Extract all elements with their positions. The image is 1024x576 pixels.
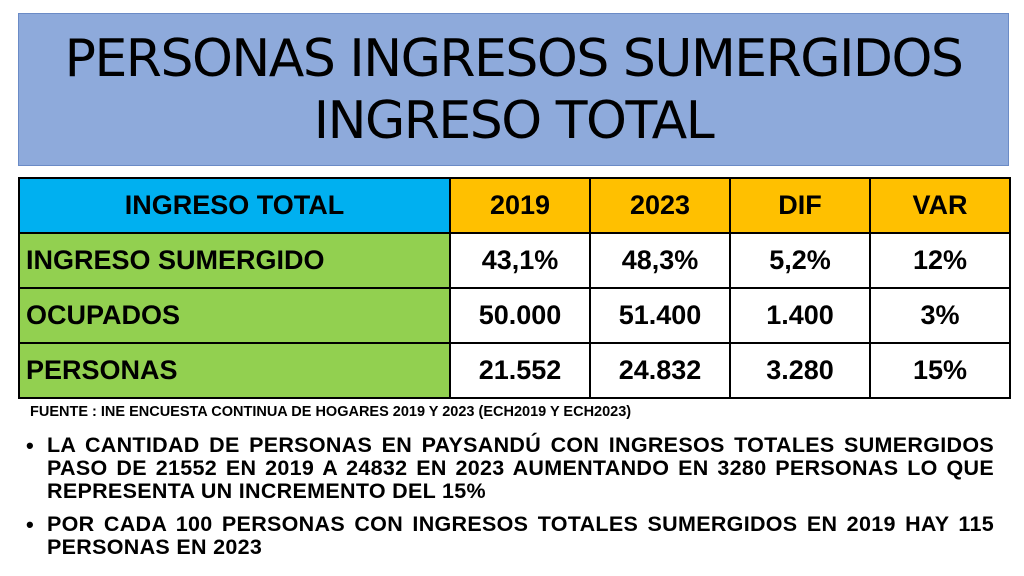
header-var: VAR [869,177,1011,234]
title-line-2: INGRESO TOTAL [313,90,715,151]
cell-2019: 21.552 [449,342,591,399]
header-2019: 2019 [449,177,591,234]
cell-2023: 51.400 [589,287,731,344]
row-label-ocupados: OCUPADOS [18,287,451,344]
header-dif: DIF [729,177,871,234]
cell-var: 3% [869,287,1011,344]
table-row: INGRESO SUMERGIDO 43,1% 48,3% 5,2% 12% [18,232,1011,289]
cell-dif: 5,2% [729,232,871,289]
title-line-1: PERSONAS INGRESOS SUMERGIDOS [64,28,964,89]
table-header-row: INGRESO TOTAL 2019 2023 DIF VAR [18,177,1011,234]
cell-var: 12% [869,232,1011,289]
bullet-text: POR CADA 100 PERSONAS CON INGRESOS TOTAL… [47,512,994,559]
source-note: FUENTE : INE ENCUESTA CONTINUA DE HOGARE… [30,404,632,420]
header-2023: 2023 [589,177,731,234]
bullet-text: LA CANTIDAD DE PERSONAS EN PAYSANDÚ CON … [47,433,994,503]
cell-2023: 24.832 [589,342,731,399]
bullet-list: • LA CANTIDAD DE PERSONAS EN PAYSANDÚ CO… [26,434,994,569]
cell-dif: 1.400 [729,287,871,344]
table-row: OCUPADOS 50.000 51.400 1.400 3% [18,287,1011,344]
cell-2019: 43,1% [449,232,591,289]
list-item: • POR CADA 100 PERSONAS CON INGRESOS TOT… [26,513,994,559]
header-ingreso-total: INGRESO TOTAL [18,177,451,234]
bullet-dot-icon: • [26,512,34,537]
title-box: PERSONAS INGRESOS SUMERGIDOS INGRESO TOT… [18,13,1009,166]
cell-2023: 48,3% [589,232,731,289]
bullet-dot-icon: • [26,433,34,458]
cell-2019: 50.000 [449,287,591,344]
cell-dif: 3.280 [729,342,871,399]
row-label-ingreso-sumergido: INGRESO SUMERGIDO [18,232,451,289]
cell-var: 15% [869,342,1011,399]
row-label-personas: PERSONAS [18,342,451,399]
income-table: INGRESO TOTAL 2019 2023 DIF VAR INGRESO … [18,177,1011,399]
table-row: PERSONAS 21.552 24.832 3.280 15% [18,342,1011,399]
list-item: • LA CANTIDAD DE PERSONAS EN PAYSANDÚ CO… [26,434,994,503]
